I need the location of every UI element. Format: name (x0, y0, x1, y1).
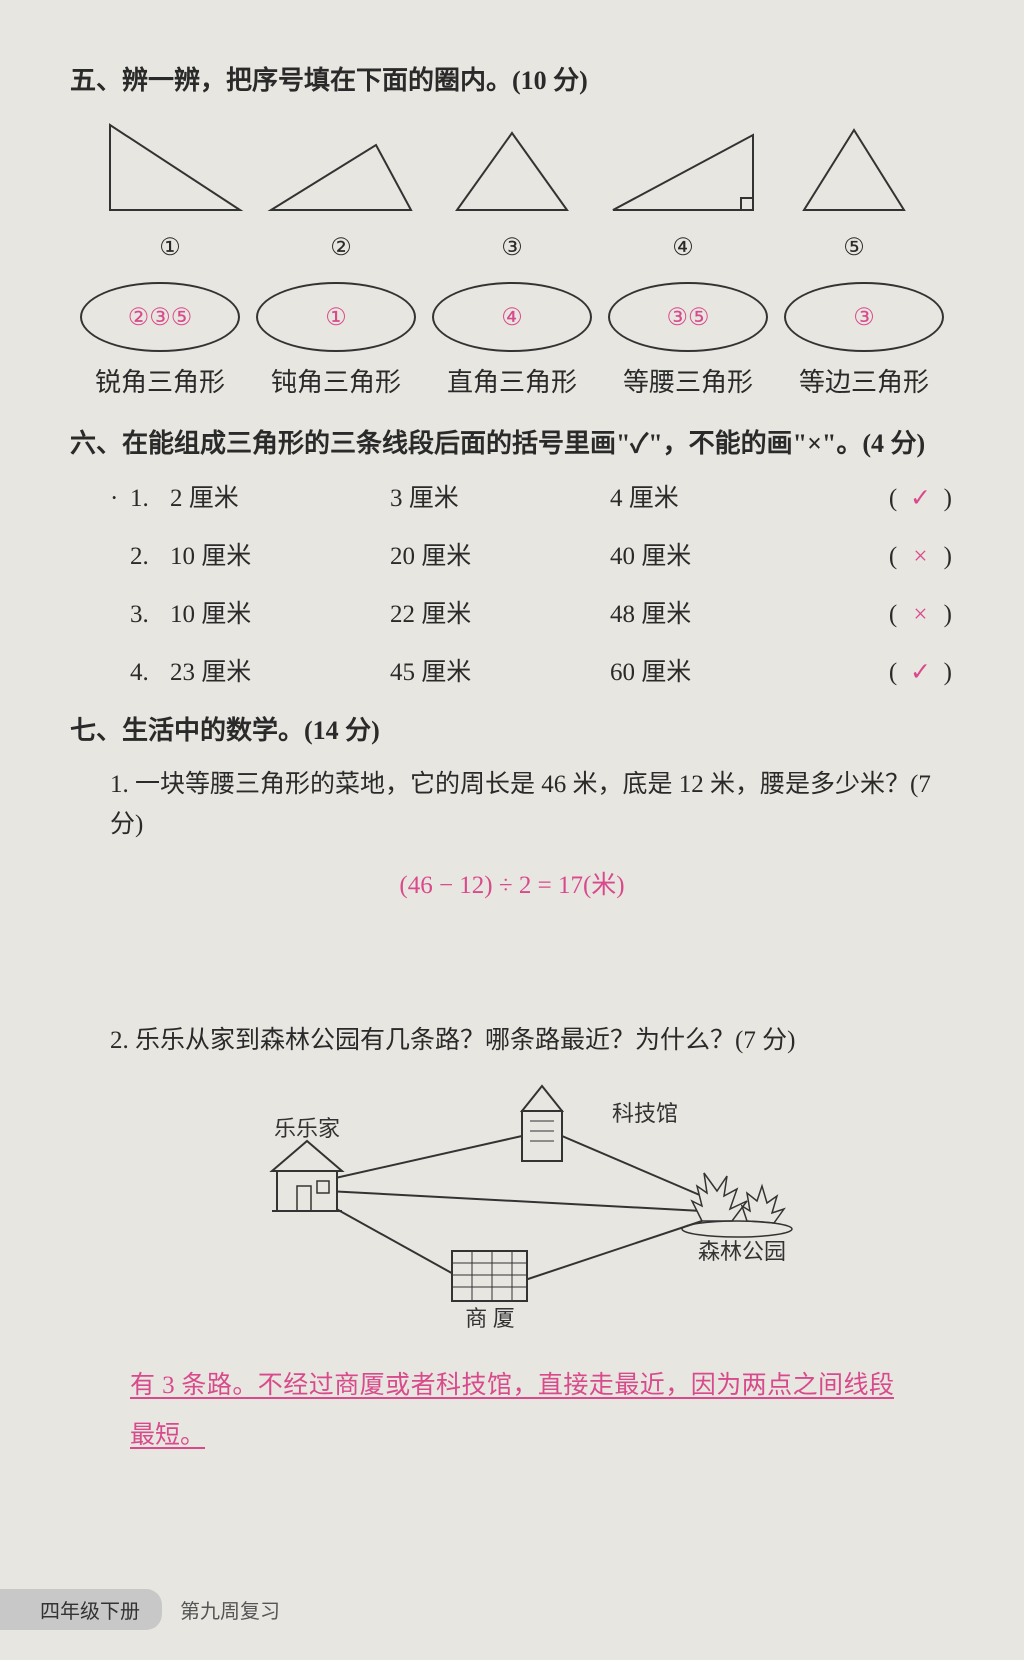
q6-answer: ( ✓ ) (889, 657, 954, 687)
tech-icon (522, 1086, 562, 1161)
mall-icon (452, 1251, 527, 1301)
page-footer: 四年级下册 第九周复习 (0, 1589, 280, 1630)
q6-answer: ( × ) (889, 543, 954, 571)
q6-idx: 1. (130, 485, 170, 513)
label-obtuse: 钝角三角形 (256, 362, 416, 399)
q5-shapes-row (70, 115, 954, 225)
oval-obtuse: ① (256, 282, 416, 352)
cross-mark: × (907, 543, 935, 571)
q5-num-3: ③ (432, 233, 592, 262)
map-diagram: 乐乐家 科技馆 商 厦 森林公园 (70, 1081, 954, 1331)
q6-a: 2 厘米 (170, 478, 390, 514)
q6-c: 48 厘米 (610, 594, 830, 630)
q5-ovals-row: ②③⑤ ① ④ ③⑤ ③ (70, 282, 954, 352)
park-label: 森林公园 (698, 1239, 786, 1264)
oval-acute: ②③⑤ (80, 282, 240, 352)
check-mark: ✓ (907, 483, 935, 513)
q7-title: 七、生活中的数学。(14 分) (70, 710, 954, 747)
oval-equilateral: ③ (784, 282, 944, 352)
q7-question-2: 2. 乐乐从家到森林公园有几条路？哪条路最近？为什么？(7 分) (70, 1021, 954, 1061)
q5-num-2: ② (261, 233, 421, 262)
oval-isosceles: ③⑤ (608, 282, 768, 352)
oval-right: ④ (432, 282, 592, 352)
triangle-5 (774, 115, 934, 225)
q6-idx: 3. (130, 601, 170, 629)
q7-answer-1: (46 − 12) ÷ 2 = 17(米) (70, 865, 954, 901)
label-equilateral: 等边三角形 (784, 362, 944, 399)
q6-b: 3 厘米 (390, 478, 610, 514)
q6-title: 六、在能组成三角形的三条线段后面的括号里画"✓"，不能的画"×"。(4 分) (70, 423, 954, 460)
q6-b: 45 厘米 (390, 652, 610, 688)
q6-b: 22 厘米 (390, 594, 610, 630)
q6-c: 60 厘米 (610, 652, 830, 688)
check-mark: ✓ (907, 657, 935, 687)
q5-num-5: ⑤ (774, 233, 934, 262)
home-label: 乐乐家 (274, 1116, 340, 1141)
q6-a: 10 厘米 (170, 536, 390, 572)
triangle-2 (261, 115, 421, 225)
q7-question-1: 1. 一块等腰三角形的菜地，它的周长是 46 米，底是 12 米，腰是多少米？(… (70, 765, 954, 845)
label-isosceles: 等腰三角形 (608, 362, 768, 399)
q6-row-1: · 1. 2 厘米 3 厘米 4 厘米 ( ✓ ) (70, 478, 954, 514)
q5-title: 五、辨一辨，把序号填在下面的圈内。(10 分) (70, 60, 954, 97)
q5-num-1: ① (90, 233, 250, 262)
q6-b: 20 厘米 (390, 536, 610, 572)
q6-answer: ( × ) (889, 601, 954, 629)
q5-numbers-row: ① ② ③ ④ ⑤ (70, 233, 954, 262)
q6-row-4: 4. 23 厘米 45 厘米 60 厘米 ( ✓ ) (70, 652, 954, 688)
triangle-4 (603, 115, 763, 225)
cross-mark: × (907, 601, 935, 629)
q6-row-3: 3. 10 厘米 22 厘米 48 厘米 ( × ) (70, 594, 954, 630)
q5-labels-row: 锐角三角形 钝角三角形 直角三角形 等腰三角形 等边三角形 (70, 362, 954, 399)
home-icon (272, 1141, 342, 1211)
q5-num-4: ④ (603, 233, 763, 262)
footer-grade: 四年级下册 (0, 1589, 162, 1630)
q6-c: 40 厘米 (610, 536, 830, 572)
label-acute: 锐角三角形 (80, 362, 240, 399)
q6-idx: 2. (130, 543, 170, 571)
q6-c: 4 厘米 (610, 478, 830, 514)
q6-answer: ( ✓ ) (889, 483, 954, 513)
q6-idx: 4. (130, 659, 170, 687)
triangle-1 (90, 115, 250, 225)
triangle-3 (432, 115, 592, 225)
q6-row-2: 2. 10 厘米 20 厘米 40 厘米 ( × ) (70, 536, 954, 572)
footer-week: 第九周复习 (180, 1595, 280, 1624)
q6-a: 23 厘米 (170, 652, 390, 688)
park-icon (682, 1173, 792, 1237)
label-right: 直角三角形 (432, 362, 592, 399)
q7-answer-2: 有 3 条路。不经过商厦或者科技馆，直接走最近，因为两点之间线段最短。 (70, 1361, 954, 1461)
tech-label: 科技馆 (612, 1101, 678, 1126)
mall-label: 商 厦 (465, 1306, 515, 1331)
q6-a: 10 厘米 (170, 594, 390, 630)
